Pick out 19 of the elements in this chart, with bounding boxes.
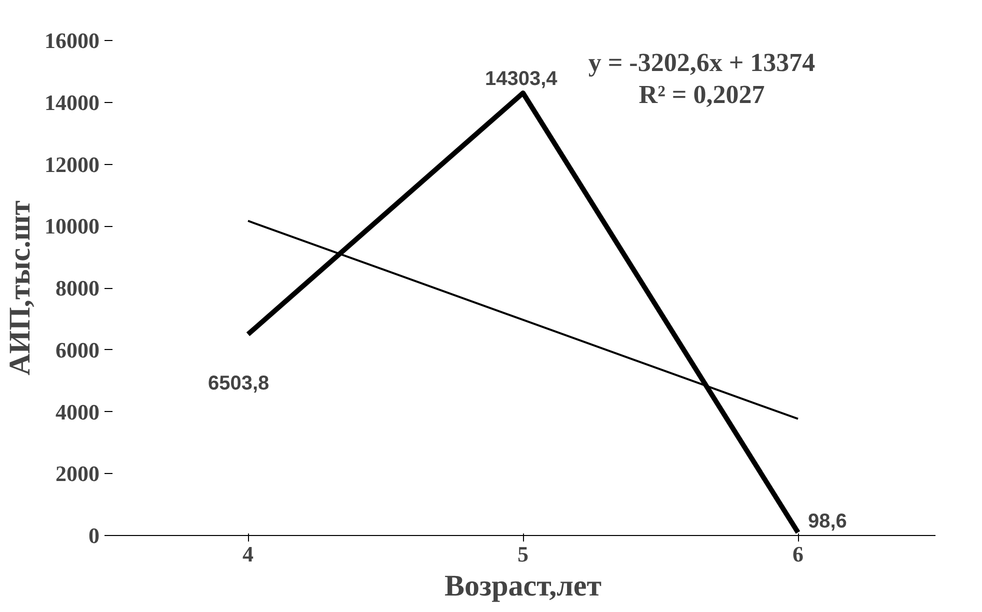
- y-tick-label: 10000: [44, 214, 100, 239]
- annotation: R² = 0,2027: [638, 80, 765, 109]
- y-tick-label: 4000: [56, 399, 100, 424]
- data-label: 98,6: [808, 510, 847, 532]
- x-tick-label: 4: [242, 542, 254, 566]
- data-label: 14303,4: [485, 68, 558, 90]
- y-tick-label: 6000: [56, 337, 100, 362]
- y-tick-label: 0: [88, 523, 100, 548]
- annotation: y = -3202,6x + 13374: [588, 48, 816, 77]
- y-tick-label: 16000: [44, 28, 100, 53]
- x-tick-label: 6: [792, 542, 804, 566]
- y-tick-label: 14000: [44, 90, 100, 115]
- x-tick-label: 5: [518, 542, 528, 566]
- data-label: 6503,8: [208, 372, 270, 394]
- y-tick-label: 2000: [56, 461, 100, 486]
- y-axis-title: АИП,тыс.шт: [4, 200, 36, 376]
- x-axis-title: Возраст,лет: [444, 570, 602, 602]
- y-tick-label: 8000: [56, 276, 100, 300]
- y-tick-label: 12000: [44, 152, 100, 177]
